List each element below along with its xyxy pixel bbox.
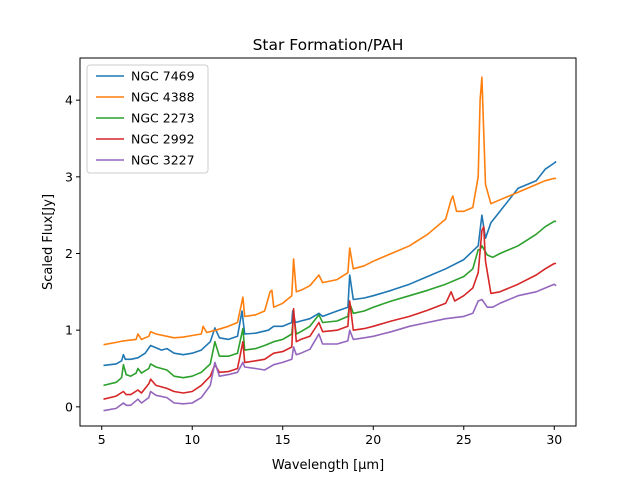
series-line-2 <box>103 76 557 346</box>
legend-label-3: NGC 2273 <box>131 111 195 126</box>
chart-title: Star Formation/PAH <box>253 36 404 54</box>
legend-label-4: NGC 2992 <box>131 132 195 147</box>
y-tick-label: 0 <box>65 399 73 414</box>
legend-label-1: NGC 7469 <box>131 69 195 84</box>
x-tick-label: 30 <box>546 432 562 447</box>
series-line-5 <box>103 283 557 412</box>
series-line-3 <box>103 220 557 387</box>
y-tick-label: 4 <box>65 93 73 108</box>
y-tick-label: 1 <box>65 323 73 338</box>
x-axis: 5 10 15 20 25 30 <box>98 426 562 447</box>
plot-frame <box>79 57 577 427</box>
x-tick-label: 25 <box>456 432 472 447</box>
y-axis: 0 1 2 3 4 <box>65 93 80 414</box>
y-tick-label: 2 <box>65 246 73 261</box>
x-tick-label: 5 <box>98 432 106 447</box>
y-tick-label: 3 <box>65 169 73 184</box>
y-axis-label: Scaled Flux[Jy] <box>41 194 56 290</box>
plot-lines <box>103 76 557 412</box>
x-tick-label: 15 <box>275 432 291 447</box>
series-line-1 <box>103 160 557 367</box>
x-tick-label: 20 <box>365 432 381 447</box>
series-line-4 <box>103 225 557 400</box>
legend-label-2: NGC 4388 <box>131 90 195 105</box>
legend: NGC 7469 NGC 4388 NGC 2273 NGC 2992 NGC 3227 <box>86 64 209 174</box>
legend-label-5: NGC 3227 <box>131 153 195 168</box>
x-tick-label: 10 <box>184 432 200 447</box>
x-axis-label: Wavelength [μm] <box>272 458 384 473</box>
legend-box <box>86 64 209 174</box>
